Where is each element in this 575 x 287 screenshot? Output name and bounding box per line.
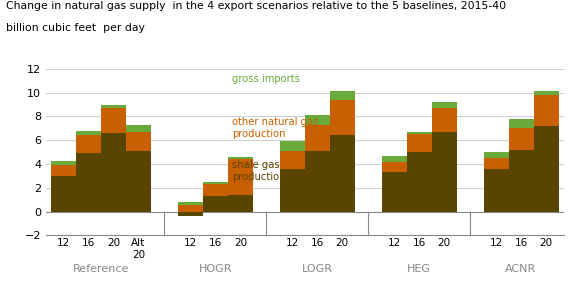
Bar — [126, 132, 151, 151]
Text: other natural gas
production: other natural gas production — [232, 117, 319, 139]
Bar — [101, 133, 126, 212]
Bar — [432, 102, 457, 108]
Text: HOGR: HOGR — [198, 264, 232, 274]
Bar — [203, 184, 228, 196]
Text: shale gas
production: shale gas production — [232, 160, 286, 182]
Bar — [508, 150, 534, 212]
Bar — [508, 128, 534, 150]
Bar — [407, 132, 432, 134]
Bar — [76, 135, 101, 153]
Text: gross imports: gross imports — [232, 74, 300, 84]
Bar — [407, 134, 432, 152]
Bar — [534, 95, 558, 126]
Bar — [203, 182, 228, 184]
Bar — [203, 196, 228, 212]
Bar — [280, 141, 305, 151]
Bar — [484, 169, 508, 212]
Bar — [178, 205, 203, 212]
Bar — [382, 156, 407, 162]
Bar — [228, 159, 253, 195]
Bar — [305, 115, 329, 125]
Bar — [76, 131, 101, 135]
Bar — [305, 151, 329, 212]
Bar — [126, 125, 151, 132]
Bar — [178, 212, 203, 216]
Bar — [178, 202, 203, 205]
Bar — [484, 158, 508, 169]
Text: HEG: HEG — [407, 264, 431, 274]
Bar — [280, 151, 305, 169]
Text: billion cubic feet  per day: billion cubic feet per day — [6, 23, 145, 33]
Bar — [508, 119, 534, 128]
Bar — [382, 172, 407, 212]
Bar — [228, 157, 253, 159]
Text: Reference: Reference — [73, 264, 129, 274]
Text: LOGR: LOGR — [302, 264, 333, 274]
Bar — [432, 108, 457, 132]
Bar — [305, 125, 329, 151]
Bar — [534, 91, 558, 95]
Bar — [329, 92, 355, 100]
Bar — [534, 126, 558, 212]
Bar — [51, 161, 76, 165]
Bar — [51, 176, 76, 212]
Bar — [382, 162, 407, 172]
Bar — [101, 108, 126, 133]
Bar — [329, 135, 355, 212]
Text: ACNR: ACNR — [505, 264, 536, 274]
Bar — [126, 151, 151, 212]
Bar — [407, 152, 432, 212]
Bar — [432, 132, 457, 212]
Bar — [280, 169, 305, 212]
Text: Change in natural gas supply  in the 4 export scenarios relative to the 5 baseli: Change in natural gas supply in the 4 ex… — [6, 1, 506, 11]
Bar — [329, 100, 355, 135]
Bar — [484, 152, 508, 158]
Bar — [76, 153, 101, 212]
Bar — [101, 105, 126, 108]
Bar — [51, 165, 76, 176]
Bar — [228, 195, 253, 212]
